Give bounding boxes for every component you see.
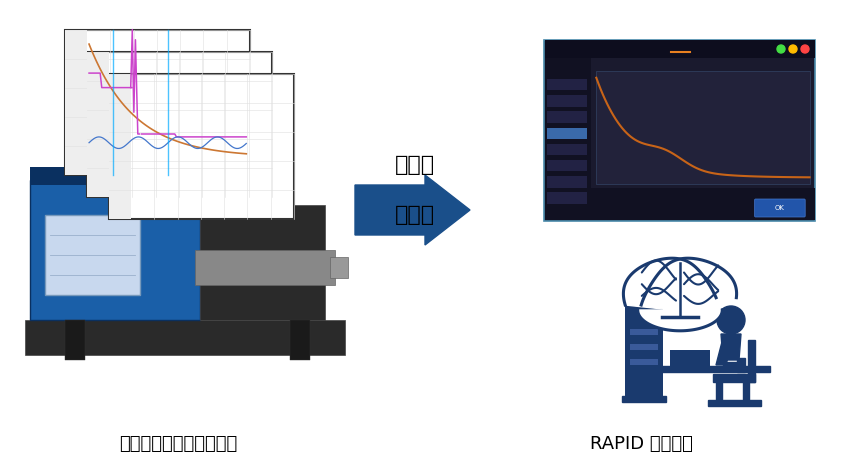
FancyBboxPatch shape (670, 350, 710, 372)
FancyBboxPatch shape (630, 344, 658, 350)
FancyBboxPatch shape (545, 39, 815, 220)
Polygon shape (721, 334, 741, 360)
FancyBboxPatch shape (547, 79, 587, 90)
Polygon shape (638, 310, 722, 331)
Text: 時系列: 時系列 (395, 155, 435, 175)
Polygon shape (723, 362, 743, 370)
FancyBboxPatch shape (547, 128, 587, 139)
Polygon shape (650, 370, 657, 400)
Polygon shape (235, 165, 265, 205)
FancyBboxPatch shape (547, 111, 587, 123)
Polygon shape (737, 358, 745, 372)
Circle shape (777, 45, 785, 53)
FancyBboxPatch shape (630, 329, 658, 335)
Polygon shape (641, 258, 737, 310)
Text: SE100EV: SE100EV (99, 173, 131, 179)
FancyBboxPatch shape (547, 160, 587, 172)
FancyBboxPatch shape (87, 52, 272, 197)
FancyArrow shape (355, 175, 470, 245)
FancyBboxPatch shape (195, 250, 335, 285)
FancyBboxPatch shape (25, 320, 345, 355)
Circle shape (789, 45, 797, 53)
Text: OK: OK (775, 205, 785, 211)
FancyBboxPatch shape (109, 74, 131, 219)
FancyBboxPatch shape (547, 144, 587, 155)
Polygon shape (748, 340, 755, 382)
Polygon shape (708, 400, 761, 406)
Text: データ: データ (395, 205, 435, 225)
Polygon shape (625, 285, 663, 292)
Polygon shape (716, 338, 733, 365)
FancyBboxPatch shape (545, 40, 815, 58)
Text: RAPID 機械学習: RAPID 機械学習 (590, 435, 694, 453)
FancyBboxPatch shape (290, 320, 310, 360)
FancyBboxPatch shape (30, 167, 200, 185)
Circle shape (801, 45, 809, 53)
FancyBboxPatch shape (330, 257, 348, 278)
Text: プラスチック射出成形機: プラスチック射出成形機 (119, 435, 238, 453)
FancyBboxPatch shape (625, 290, 663, 400)
FancyBboxPatch shape (547, 192, 587, 204)
FancyBboxPatch shape (65, 30, 250, 175)
Polygon shape (716, 380, 722, 402)
FancyBboxPatch shape (65, 30, 88, 175)
Polygon shape (743, 380, 749, 402)
FancyBboxPatch shape (545, 188, 815, 220)
FancyBboxPatch shape (630, 359, 658, 365)
Circle shape (717, 306, 745, 334)
FancyBboxPatch shape (597, 71, 809, 184)
FancyBboxPatch shape (109, 74, 294, 219)
FancyBboxPatch shape (545, 58, 591, 220)
FancyBboxPatch shape (30, 180, 200, 320)
FancyBboxPatch shape (45, 215, 140, 295)
FancyBboxPatch shape (65, 320, 85, 360)
Polygon shape (713, 374, 755, 382)
Polygon shape (623, 258, 716, 310)
FancyBboxPatch shape (547, 176, 587, 188)
FancyBboxPatch shape (87, 52, 109, 197)
Polygon shape (622, 396, 666, 402)
FancyBboxPatch shape (200, 205, 325, 320)
FancyBboxPatch shape (755, 199, 805, 217)
Polygon shape (650, 366, 770, 372)
FancyBboxPatch shape (547, 95, 587, 107)
